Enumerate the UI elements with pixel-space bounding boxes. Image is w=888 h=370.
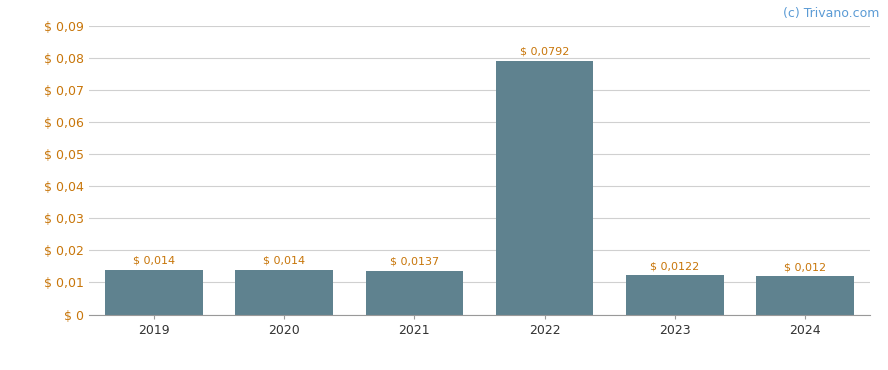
Text: $ 0,012: $ 0,012 <box>784 262 826 272</box>
Bar <box>626 275 724 314</box>
Bar <box>235 270 333 314</box>
Bar <box>105 270 202 314</box>
Text: $ 0,0792: $ 0,0792 <box>520 47 569 57</box>
Bar <box>366 270 464 314</box>
Text: $ 0,0122: $ 0,0122 <box>650 262 700 272</box>
Text: (c) Trivano.com: (c) Trivano.com <box>782 7 879 20</box>
Text: $ 0,014: $ 0,014 <box>133 256 175 266</box>
Bar <box>757 276 854 314</box>
Text: $ 0,014: $ 0,014 <box>263 256 305 266</box>
Bar <box>496 61 593 314</box>
Text: $ 0,0137: $ 0,0137 <box>390 257 439 267</box>
